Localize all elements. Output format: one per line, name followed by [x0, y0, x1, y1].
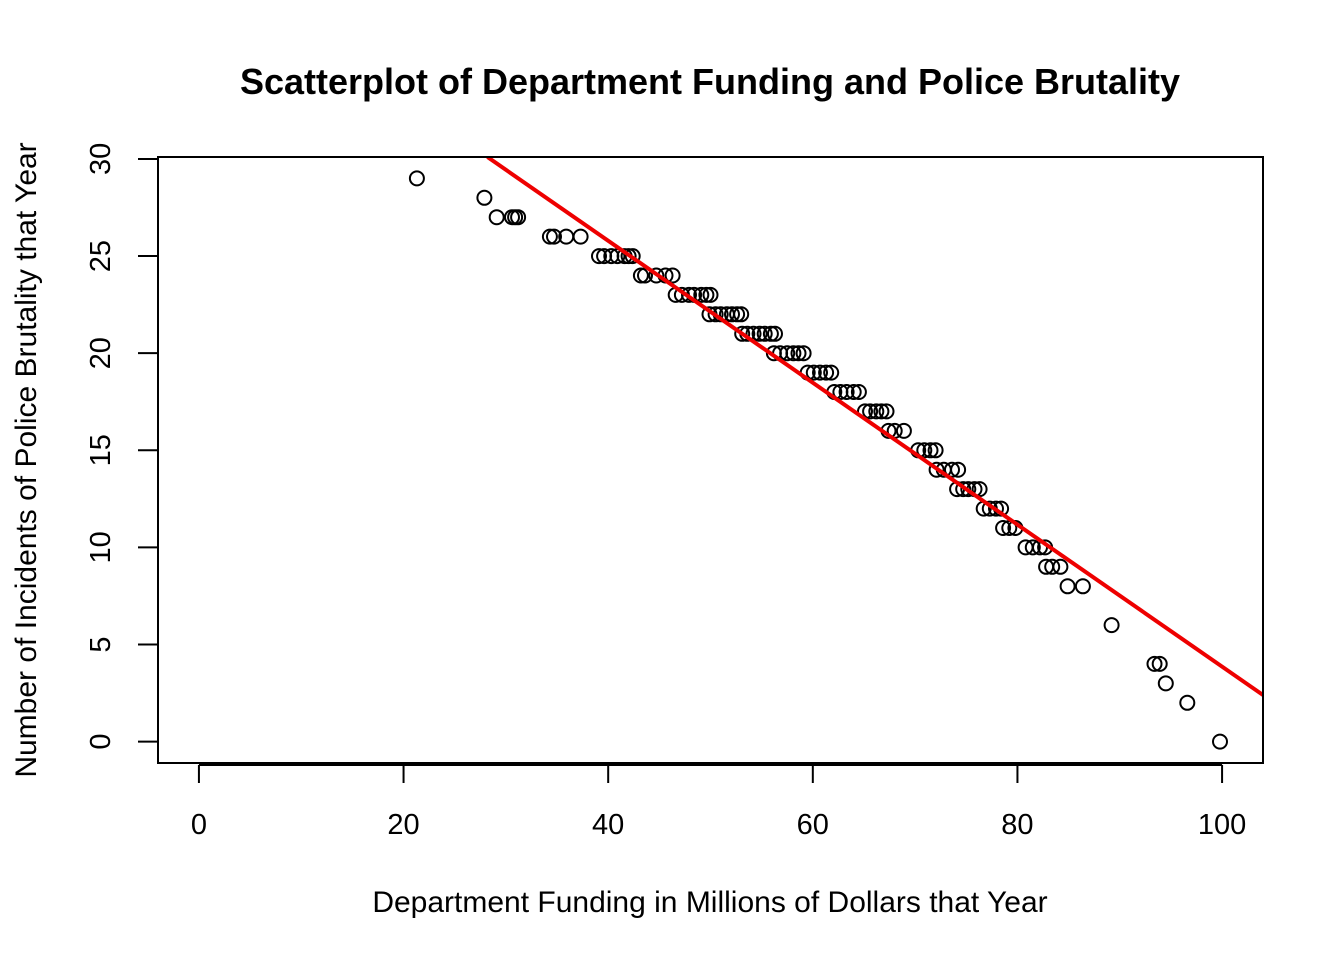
data-point [1059, 578, 1076, 595]
data-point [707, 306, 724, 323]
x-tick-label: 80 [1001, 809, 1033, 841]
data-point [681, 286, 697, 303]
y-tick-label: 30 [85, 143, 117, 175]
y-tick-label: 5 [85, 636, 117, 652]
data-point [873, 403, 890, 420]
data-point [734, 325, 751, 342]
y-tick-label: 20 [85, 337, 117, 369]
data-point [795, 345, 812, 362]
data-point [878, 403, 895, 420]
data-point [823, 364, 840, 381]
data-point [767, 325, 783, 342]
data-point [916, 442, 933, 459]
data-point [1212, 733, 1228, 750]
data-point [995, 520, 1012, 536]
data-point [790, 345, 807, 362]
regression-line [486, 157, 1263, 697]
x-axis: 0 20 40 60 80 100 [191, 764, 1246, 841]
data-point [1044, 558, 1061, 575]
data-point [1024, 539, 1041, 556]
data-point [733, 306, 750, 323]
x-axis-label: Department Funding in Millions of Dollar… [372, 886, 1047, 919]
data-point [476, 189, 493, 206]
data-point [944, 461, 960, 478]
data-point [488, 209, 505, 226]
data-point [693, 286, 710, 303]
data-point [1146, 655, 1163, 672]
x-tick-label: 20 [387, 809, 419, 841]
data-point [805, 364, 822, 381]
data-point [818, 364, 835, 381]
x-tick-label: 60 [797, 809, 829, 841]
data-point [751, 325, 768, 342]
x-tick-label: 40 [592, 809, 624, 841]
data-point [546, 228, 562, 245]
data-point [850, 384, 867, 400]
y-tick-label: 10 [85, 531, 117, 563]
y-tick-label: 0 [85, 734, 117, 750]
data-point [1151, 655, 1168, 672]
data-point [1179, 694, 1196, 711]
data-point [955, 481, 972, 498]
data-point [868, 403, 885, 420]
data-point [408, 170, 425, 187]
data-point [785, 345, 802, 362]
data-point [928, 461, 945, 478]
data-point [648, 267, 665, 284]
plot-frame [157, 156, 1264, 764]
data-point [510, 209, 527, 226]
data-point [838, 384, 855, 400]
data-point [960, 481, 977, 498]
data-point [922, 442, 939, 459]
data-point [698, 286, 715, 303]
data-point [862, 403, 879, 420]
data-point [724, 306, 740, 323]
data-point [756, 325, 773, 342]
x-tick-label: 100 [1198, 809, 1246, 841]
data-point [1052, 558, 1069, 575]
data-point [950, 461, 967, 478]
plot-area [408, 157, 1263, 750]
data-point [895, 422, 912, 439]
data-point [1074, 578, 1091, 595]
data-point [927, 442, 944, 459]
data-point [845, 384, 862, 400]
data-point [620, 248, 637, 265]
y-axis-label: Number of Incidents of Police Brutality … [10, 142, 43, 777]
y-axis: 0 5 10 15 20 25 30 [85, 143, 159, 750]
data-point [591, 248, 607, 265]
data-point [572, 228, 589, 245]
y-tick-label: 15 [85, 434, 117, 466]
data-point [664, 267, 681, 284]
x-tick-label: 0 [191, 809, 207, 841]
data-point [762, 325, 779, 342]
data-point [624, 248, 641, 265]
data-point [632, 267, 649, 284]
y-tick-label: 25 [85, 240, 117, 272]
data-point [541, 228, 558, 245]
data-point [1157, 675, 1174, 692]
data-point [779, 345, 796, 362]
chart-title: Scatterplot of Department Funding and Po… [240, 61, 1180, 102]
data-point [988, 500, 1004, 517]
data-point [812, 364, 828, 381]
data-point [1103, 617, 1120, 634]
data-point [729, 306, 746, 323]
data-point [702, 286, 719, 303]
